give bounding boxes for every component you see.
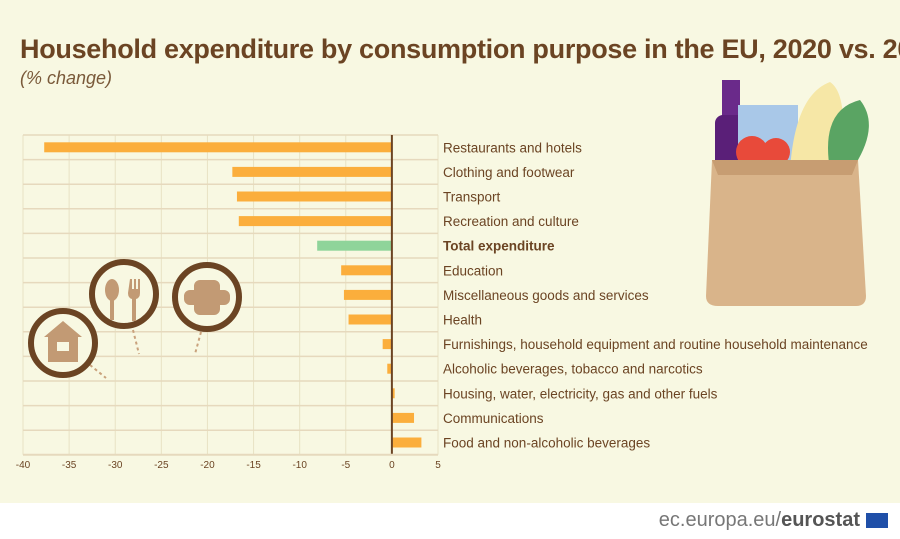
icon-pointer (132, 329, 140, 355)
x-tick-label: -30 (108, 460, 123, 471)
category-label: Alcoholic beverages, tobacco and narcoti… (443, 362, 703, 377)
spoon-shape (105, 279, 119, 301)
category-label: Communications (443, 411, 544, 426)
x-tick-label: -25 (154, 460, 169, 471)
x-tick-label: -5 (341, 460, 350, 471)
grocery-bag-icon (706, 160, 866, 306)
category-label: Transport (443, 190, 501, 205)
bar-6 (343, 289, 392, 300)
apple (762, 138, 790, 166)
chart-title: Household expenditure by consumption pur… (20, 34, 900, 64)
house-icon (28, 308, 98, 378)
footer-brand: eurostat (781, 509, 860, 531)
spoon-fork-icon (89, 259, 159, 329)
bar-8 (382, 339, 392, 350)
category-label: Total expenditure (443, 239, 555, 254)
bar-0 (44, 142, 392, 153)
category-label: Education (443, 263, 503, 278)
bar-9 (387, 363, 392, 374)
chart-subtitle: (% change) (20, 68, 113, 88)
bar-2 (236, 191, 392, 202)
bar-12 (391, 437, 422, 448)
x-tick-label: -35 (62, 460, 77, 471)
x-tick-label: -20 (200, 460, 215, 471)
bar-5 (341, 265, 392, 276)
footer-domain: ec.europa.eu/ (658, 509, 782, 531)
category-label: Health (443, 313, 482, 328)
x-tick-label: 5 (435, 460, 441, 471)
x-tick-label: -10 (292, 460, 307, 471)
icon-pointer (194, 331, 202, 355)
bag-fold (712, 160, 858, 175)
bar-10 (391, 388, 395, 399)
house-icon-shape (44, 321, 82, 362)
category-label: Furnishings, household equipment and rou… (443, 337, 868, 352)
x-tick-label: -15 (246, 460, 261, 471)
bottle-neck (722, 80, 740, 120)
bar-11 (391, 412, 415, 423)
category-label: Recreation and culture (443, 214, 579, 229)
bar-4 (317, 240, 392, 251)
eu-flag-icon (866, 513, 888, 528)
bar-1 (232, 166, 392, 177)
icon-pointer (89, 364, 107, 379)
category-label: Clothing and footwear (443, 165, 575, 180)
x-tick-label: -40 (16, 460, 31, 471)
category-label: Food and non-alcoholic beverages (443, 436, 650, 451)
footer-link[interactable]: ec.europa.eu/eurostat (659, 509, 860, 532)
bar-chart: -40 -35 -30 -25 -20 -15 -10 -5 0 5 Restaurants and… (16, 80, 869, 471)
bar-3 (238, 216, 392, 227)
fork-shape (128, 279, 140, 321)
spoon-handle (110, 298, 114, 320)
bar-7 (348, 314, 392, 325)
category-label: Miscellaneous goods and services (443, 288, 649, 303)
cross-shape (184, 280, 230, 315)
category-label: Restaurants and hotels (443, 140, 582, 155)
x-tick-label: 0 (389, 460, 395, 471)
leaf (828, 100, 869, 170)
category-label: Housing, water, electricity, gas and oth… (443, 386, 718, 401)
